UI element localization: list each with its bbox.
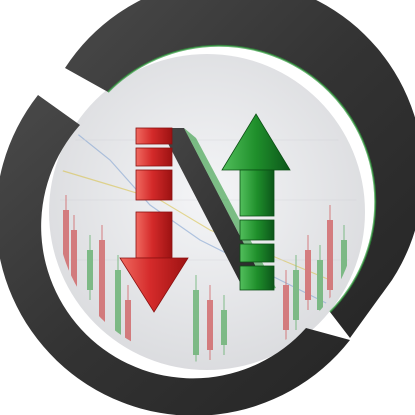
ring-segment-upper (65, 0, 415, 338)
candle-body (317, 260, 323, 310)
candle-body (293, 270, 299, 320)
down-arrow-segment (135, 169, 173, 201)
ring-rim-accent (107, 44, 377, 313)
candle-body (221, 310, 227, 345)
down-arrow-head (119, 257, 189, 313)
candle-body (71, 230, 77, 320)
down-arrow-icon (119, 127, 189, 313)
up-arrow-segment (239, 169, 275, 217)
ring-segment-lower (0, 95, 350, 415)
up-arrow-segment (239, 243, 275, 263)
candle-body (63, 210, 69, 300)
candle-body (341, 240, 347, 300)
trend-line-yellow (59, 169, 331, 281)
up-arrow-icon (221, 113, 291, 291)
candle-body (125, 300, 131, 360)
candle-body (193, 290, 199, 355)
up-arrow-segment (239, 219, 275, 241)
down-arrow-segment (135, 147, 173, 167)
candle-body (327, 220, 333, 290)
candle-body (207, 300, 213, 350)
down-arrow-segment (135, 127, 173, 145)
candle-body (305, 250, 311, 300)
candle-body (87, 250, 93, 290)
candle-body (115, 270, 121, 340)
down-arrow-segment (135, 211, 173, 259)
up-arrow-segment (239, 265, 275, 291)
candle-body (99, 240, 105, 330)
candle-body (283, 285, 289, 330)
candles (63, 195, 347, 362)
